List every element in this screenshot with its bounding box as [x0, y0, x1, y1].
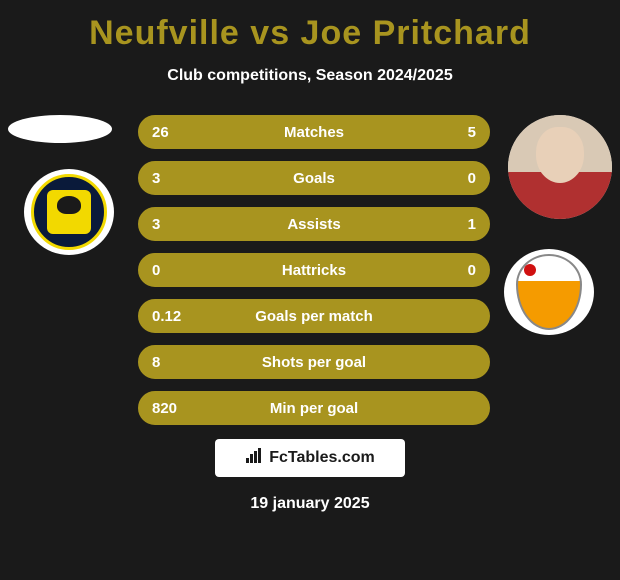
stat-label: Goals per match: [198, 308, 430, 325]
stat-right-value: 0: [430, 170, 488, 187]
page-title: Neufville vs Joe Pritchard: [0, 0, 620, 53]
chart-icon: [245, 448, 263, 469]
stat-left-value: 8: [140, 354, 198, 371]
stat-label: Matches: [198, 124, 430, 141]
stat-row-assists: 3 Assists 1: [138, 207, 490, 241]
stat-right-value: 0: [430, 262, 488, 279]
stat-left-value: 0.12: [140, 308, 198, 325]
stat-left-value: 3: [140, 216, 198, 233]
stat-left-value: 0: [140, 262, 198, 279]
stat-row-goals: 3 Goals 0: [138, 161, 490, 195]
mk-dons-crest-icon: [516, 254, 582, 330]
stat-row-matches: 26 Matches 5: [138, 115, 490, 149]
stat-row-hattricks: 0 Hattricks 0: [138, 253, 490, 287]
stat-left-value: 820: [140, 400, 198, 417]
stat-label: Min per goal: [198, 400, 430, 417]
stat-row-goals-per-match: 0.12 Goals per match: [138, 299, 490, 333]
stat-label: Hattricks: [198, 262, 430, 279]
stat-label: Goals: [198, 170, 430, 187]
stat-right-value: 5: [430, 124, 488, 141]
stat-right-value: 1: [430, 216, 488, 233]
player-left-club-badge: [24, 169, 114, 255]
afc-wimbledon-crest-icon: [31, 174, 107, 250]
watermark: FcTables.com: [215, 439, 405, 477]
watermark-text: FcTables.com: [269, 449, 375, 467]
stat-row-min-per-goal: 820 Min per goal: [138, 391, 490, 425]
stat-row-shots-per-goal: 8 Shots per goal: [138, 345, 490, 379]
subtitle: Club competitions, Season 2024/2025: [0, 67, 620, 85]
stats-area: 26 Matches 5 3 Goals 0 3 Assists 1 0 Hat…: [0, 115, 620, 425]
stats-rows: 26 Matches 5 3 Goals 0 3 Assists 1 0 Hat…: [138, 115, 490, 425]
player-right-face: [508, 115, 612, 219]
player-left-avatar: [8, 115, 112, 143]
stat-label: Shots per goal: [198, 354, 430, 371]
player-right-club-badge: [504, 249, 594, 335]
stat-label: Assists: [198, 216, 430, 233]
stat-left-value: 3: [140, 170, 198, 187]
stat-left-value: 26: [140, 124, 198, 141]
player-right-avatar: [508, 115, 612, 219]
date: 19 january 2025: [0, 495, 620, 513]
